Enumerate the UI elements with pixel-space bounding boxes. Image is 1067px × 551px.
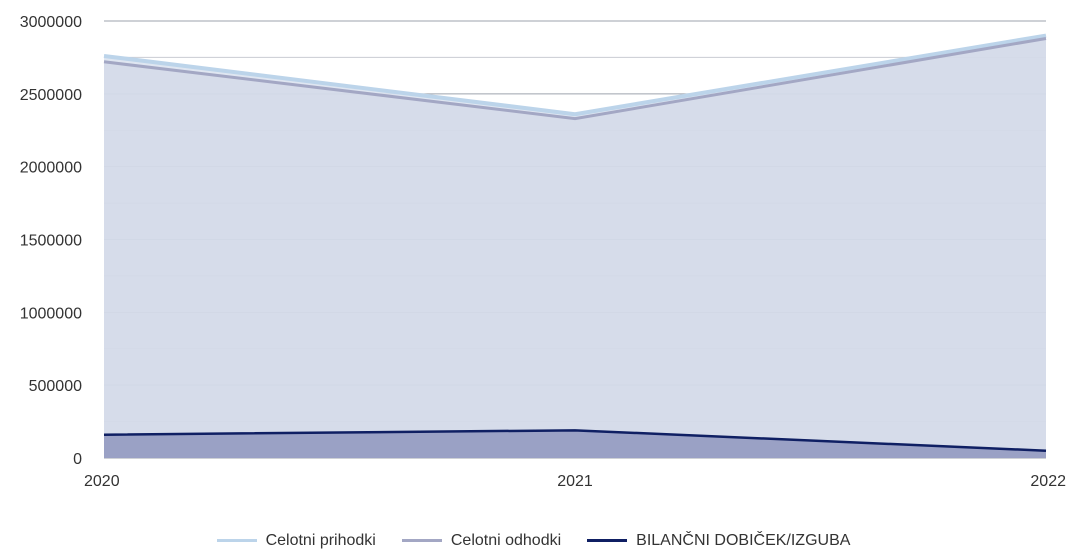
series-areas [104,35,1046,459]
x-tick-label: 2020 [84,473,120,490]
x-tick-label: 2021 [557,473,593,490]
legend-swatch-celotni-prihodki [216,539,257,542]
area-chart: 0 500000 1000000 1500000 2000000 2500000 30000… [20,14,1066,490]
y-axis-ticks: 0 500000 1000000 1500000 2000000 2500000 30000… [20,14,82,468]
legend-label-celotni-prihodki: Celotni prihodki [265,531,376,549]
legend-item-bilancni-dobicek[interactable]: BILANČNI DOBIČEK/IZGUBA [587,532,850,550]
y-tick-label: 500000 [29,378,82,395]
x-axis-ticks: 2020 2021 2022 [84,473,1066,490]
x-tick-label: 2022 [1030,473,1066,490]
legend-label-bilancni-dobicek: BILANČNI DOBIČEK/IZGUBA [636,531,851,549]
area-series-2 [104,38,1046,458]
legend-swatch-bilancni-dobicek [587,539,628,542]
legend-item-celotni-odhodki[interactable]: Celotni odhodki [401,531,562,550]
y-tick-label: 2500000 [20,87,82,104]
legend-swatch-celotni-odhodki [401,539,442,542]
line-series-1 [103,33,1047,117]
y-tick-label: 0 [73,451,82,468]
y-tick-label: 2000000 [20,160,82,177]
area-series-3 [104,430,1046,458]
line-series-2 [103,37,1047,121]
y-tick-label: 1500000 [20,233,82,250]
y-tick-label: 3000000 [20,14,82,31]
legend-item-celotni-prihodki[interactable]: Celotni prihodki [216,531,376,550]
line-series-3 [103,429,1047,452]
legend-label-celotni-odhodki: Celotni odhodki [450,531,562,549]
series-lines [103,33,1047,452]
legend: Celotni prihodki Celotni odhodki BILANČN… [0,530,1067,551]
y-tick-label: 1000000 [20,305,82,322]
